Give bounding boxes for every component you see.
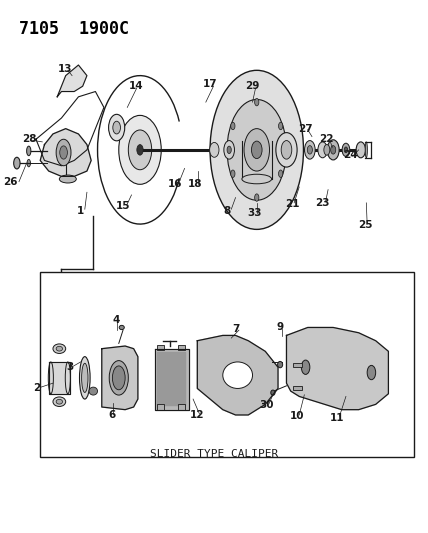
Ellipse shape <box>109 114 125 141</box>
Ellipse shape <box>128 130 152 169</box>
Ellipse shape <box>301 360 310 374</box>
Ellipse shape <box>271 390 275 395</box>
Ellipse shape <box>113 366 125 390</box>
Ellipse shape <box>227 146 231 154</box>
Ellipse shape <box>305 141 315 159</box>
Ellipse shape <box>255 99 259 106</box>
Ellipse shape <box>279 170 283 177</box>
Text: 33: 33 <box>247 208 262 219</box>
Ellipse shape <box>307 146 312 154</box>
Ellipse shape <box>56 139 71 166</box>
Polygon shape <box>286 327 388 410</box>
Bar <box>178 345 185 350</box>
Ellipse shape <box>327 140 339 160</box>
Ellipse shape <box>60 146 67 159</box>
Ellipse shape <box>53 344 65 353</box>
Text: 4: 4 <box>112 314 119 325</box>
Ellipse shape <box>223 362 253 389</box>
Text: 14: 14 <box>128 81 143 91</box>
Text: 16: 16 <box>168 179 182 189</box>
Ellipse shape <box>14 157 20 169</box>
Text: 7: 7 <box>232 324 239 334</box>
Ellipse shape <box>278 361 282 368</box>
Ellipse shape <box>65 362 70 394</box>
Ellipse shape <box>80 357 90 399</box>
Text: 30: 30 <box>259 400 274 410</box>
Text: 29: 29 <box>245 81 260 91</box>
Ellipse shape <box>137 144 143 155</box>
Ellipse shape <box>318 142 327 158</box>
Ellipse shape <box>252 141 262 159</box>
Text: 23: 23 <box>315 198 330 208</box>
Ellipse shape <box>281 141 292 159</box>
Ellipse shape <box>242 174 272 184</box>
Ellipse shape <box>255 194 259 201</box>
Polygon shape <box>40 128 91 176</box>
Ellipse shape <box>59 175 76 183</box>
Text: 22: 22 <box>320 134 334 144</box>
Text: 21: 21 <box>285 199 300 209</box>
Text: 25: 25 <box>358 220 372 230</box>
Ellipse shape <box>344 147 348 153</box>
Ellipse shape <box>113 121 120 134</box>
Ellipse shape <box>356 142 366 158</box>
Ellipse shape <box>342 143 350 157</box>
Bar <box>293 363 302 367</box>
Ellipse shape <box>324 144 330 155</box>
Text: 27: 27 <box>298 124 313 134</box>
Polygon shape <box>57 65 87 97</box>
Text: 11: 11 <box>330 413 345 423</box>
Text: 9: 9 <box>276 322 284 333</box>
Text: 26: 26 <box>3 176 18 187</box>
Text: SLIDER TYPE CALIPER: SLIDER TYPE CALIPER <box>150 449 279 459</box>
Ellipse shape <box>231 170 235 177</box>
Ellipse shape <box>365 142 367 158</box>
Text: 12: 12 <box>190 410 205 420</box>
Text: 7105  1900C: 7105 1900C <box>19 20 129 38</box>
Text: 15: 15 <box>116 200 130 211</box>
Polygon shape <box>157 352 184 406</box>
Text: 18: 18 <box>188 179 202 189</box>
Ellipse shape <box>227 100 286 200</box>
Text: 10: 10 <box>290 411 304 421</box>
Text: 3: 3 <box>66 362 74 372</box>
Bar <box>157 345 164 350</box>
Ellipse shape <box>27 159 30 167</box>
Ellipse shape <box>224 141 235 159</box>
Ellipse shape <box>276 133 297 167</box>
Ellipse shape <box>82 364 88 392</box>
Polygon shape <box>49 362 70 394</box>
Text: 28: 28 <box>22 134 37 144</box>
Ellipse shape <box>53 397 65 407</box>
Text: 1: 1 <box>77 206 84 216</box>
Text: 13: 13 <box>58 64 72 74</box>
Bar <box>178 405 185 410</box>
Bar <box>40 272 414 457</box>
Ellipse shape <box>210 142 219 157</box>
Bar <box>157 405 164 410</box>
Ellipse shape <box>367 366 376 379</box>
Polygon shape <box>155 349 189 410</box>
Ellipse shape <box>56 399 62 404</box>
Ellipse shape <box>279 122 283 130</box>
Polygon shape <box>197 335 278 415</box>
Ellipse shape <box>27 146 31 156</box>
Ellipse shape <box>231 122 235 130</box>
Ellipse shape <box>244 128 270 171</box>
Text: 8: 8 <box>223 206 231 216</box>
Ellipse shape <box>48 362 54 394</box>
Bar <box>293 386 302 390</box>
Ellipse shape <box>210 70 303 229</box>
Ellipse shape <box>56 346 62 351</box>
Ellipse shape <box>119 325 124 329</box>
Text: 2: 2 <box>33 383 41 393</box>
Ellipse shape <box>331 146 336 154</box>
Ellipse shape <box>109 361 128 395</box>
Ellipse shape <box>119 115 161 184</box>
Text: 17: 17 <box>203 78 217 88</box>
Polygon shape <box>102 346 138 410</box>
Ellipse shape <box>89 387 98 395</box>
Text: 24: 24 <box>343 150 357 160</box>
Text: 6: 6 <box>108 410 115 420</box>
